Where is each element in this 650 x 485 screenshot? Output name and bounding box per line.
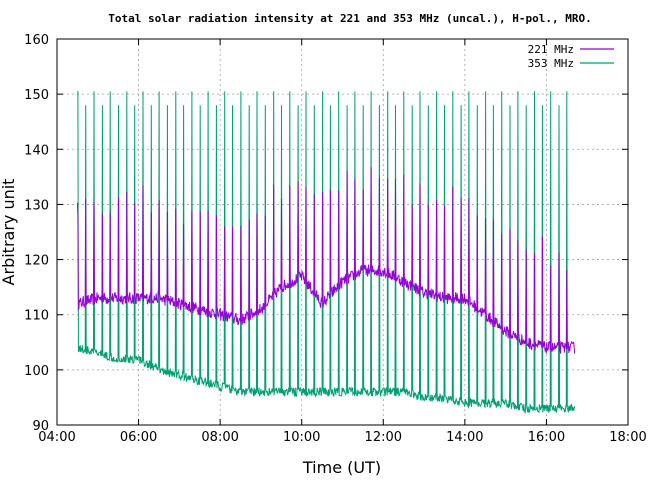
x-tick-label: 16:00 (528, 430, 565, 445)
x-axis-label: Time (UT) (302, 458, 381, 477)
x-tick-label: 10:00 (283, 430, 320, 445)
x-tick-label: 06:00 (120, 430, 157, 445)
ticks: 04:00 06:00 08:00 10:00 12:00 14:00 16:00 18:00… (24, 33, 647, 445)
y-tick-label: 160 (24, 33, 49, 48)
y-axis-label: Arbitrary unit (0, 179, 18, 286)
x-tick-label: 12:00 (365, 430, 402, 445)
y-tick-label: 150 (24, 88, 49, 103)
y-tick-label: 100 (24, 364, 49, 379)
legend-label-221: 221 MHz (528, 43, 574, 56)
y-tick-label: 90 (32, 419, 49, 434)
y-tick-label: 140 (24, 143, 49, 158)
y-tick-label: 110 (24, 309, 49, 324)
series-line-221 (76, 167, 576, 354)
x-tick-label: 14:00 (446, 430, 483, 445)
legend-label-353: 353 MHz (528, 57, 574, 70)
chart-title: Total solar radiation intensity at 221 a… (108, 12, 591, 25)
x-tick-label: 08:00 (201, 430, 238, 445)
legend: 221 MHz 353 MHz (528, 43, 614, 70)
series-layer (76, 90, 576, 414)
y-tick-label: 120 (24, 254, 49, 269)
x-tick-label: 04:00 (38, 430, 75, 445)
x-tick-label: 18:00 (609, 430, 646, 445)
plot-frame (56, 38, 629, 426)
series-line-353 (77, 90, 576, 414)
y-tick-label: 130 (24, 198, 49, 213)
